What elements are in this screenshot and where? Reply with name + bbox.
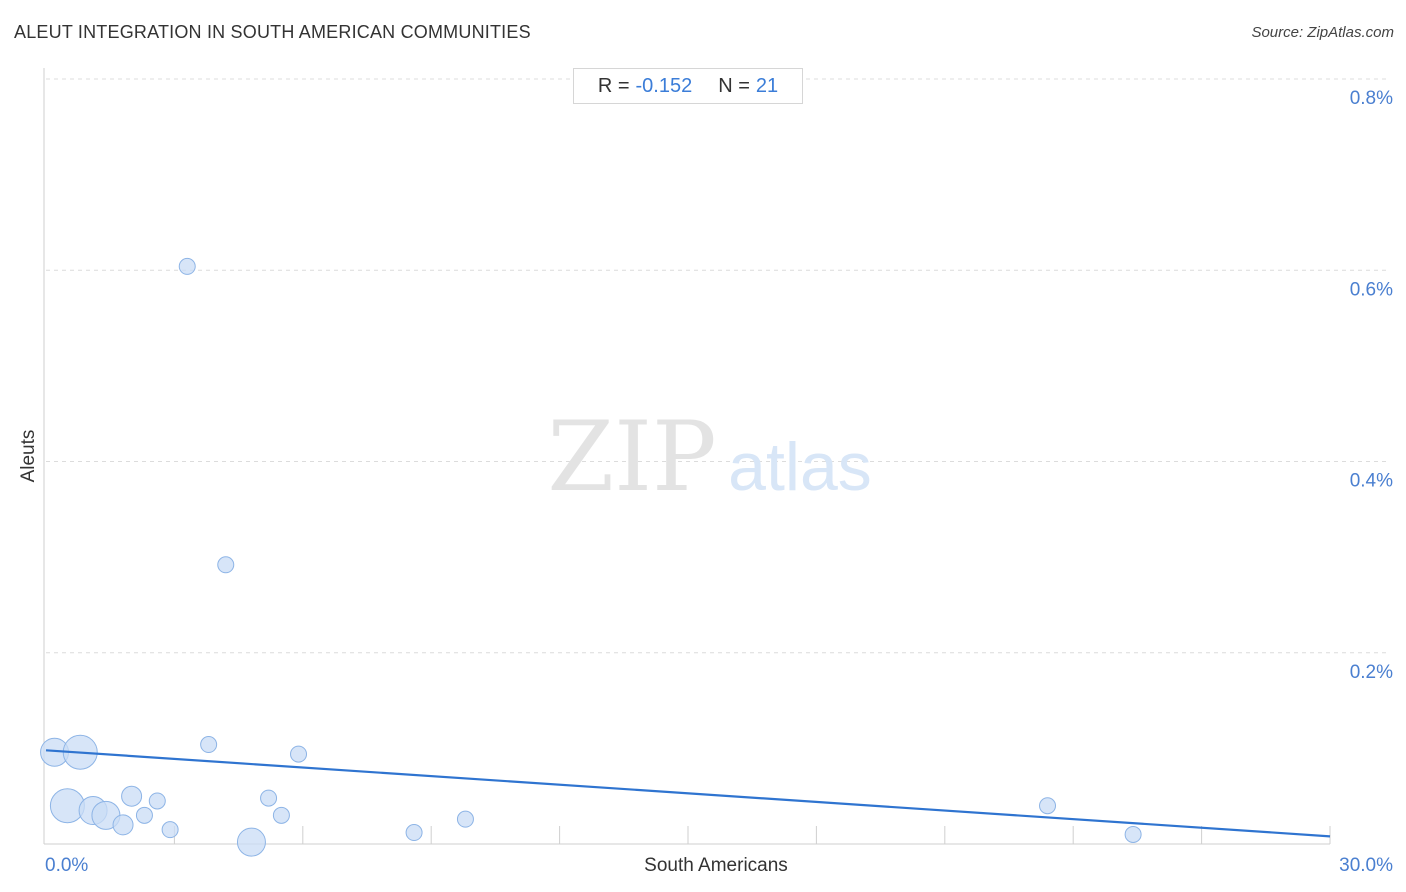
grid-lines (46, 78, 1390, 654)
x-axis-title: South Americans (644, 855, 788, 876)
data-point (200, 736, 218, 754)
data-point (148, 792, 166, 810)
y-tick-label: 0.2% (1350, 662, 1393, 683)
chart-title: ALEUT INTEGRATION IN SOUTH AMERICAN COMM… (14, 22, 531, 42)
stats-box: R = -0.152 N = 21 (573, 68, 803, 104)
data-point (1039, 797, 1057, 815)
data-point (49, 788, 85, 824)
data-point (161, 821, 179, 839)
watermark: ZIP atlas (547, 401, 871, 513)
r-value: -0.152 (635, 74, 693, 97)
data-point (121, 785, 143, 807)
data-point (456, 810, 474, 828)
n-label: N = (718, 74, 750, 97)
data-point (135, 806, 153, 824)
data-point (1124, 825, 1142, 843)
data-point (272, 806, 290, 824)
source-label: Source: ZipAtlas.com (1251, 24, 1394, 41)
y-tick-label: 0.8% (1350, 88, 1393, 109)
y-tick-label: 0.4% (1350, 471, 1393, 492)
tick-labels: 0.2% 0.4% 0.6% 0.8% 0.0% 30.0% (45, 88, 1393, 876)
data-point (236, 827, 266, 857)
data-point (112, 814, 134, 836)
y-axis-title: Aleuts (18, 430, 39, 483)
x-tick-label: 0.0% (45, 855, 88, 876)
data-point (217, 556, 235, 574)
n-value: 21 (755, 74, 779, 97)
watermark-zip: ZIP (547, 401, 716, 513)
r-label: R = (597, 74, 630, 97)
x-tick-label: 30.0% (1339, 855, 1393, 876)
watermark-atlas: atlas (728, 429, 872, 505)
data-point (405, 824, 423, 842)
data-points (40, 257, 1142, 857)
data-point (290, 745, 308, 763)
data-point (260, 789, 278, 807)
y-tick-label: 0.6% (1350, 279, 1393, 300)
trend-line-segment (45, 749, 1331, 838)
trend-line (45, 749, 1331, 838)
data-point (178, 257, 196, 275)
